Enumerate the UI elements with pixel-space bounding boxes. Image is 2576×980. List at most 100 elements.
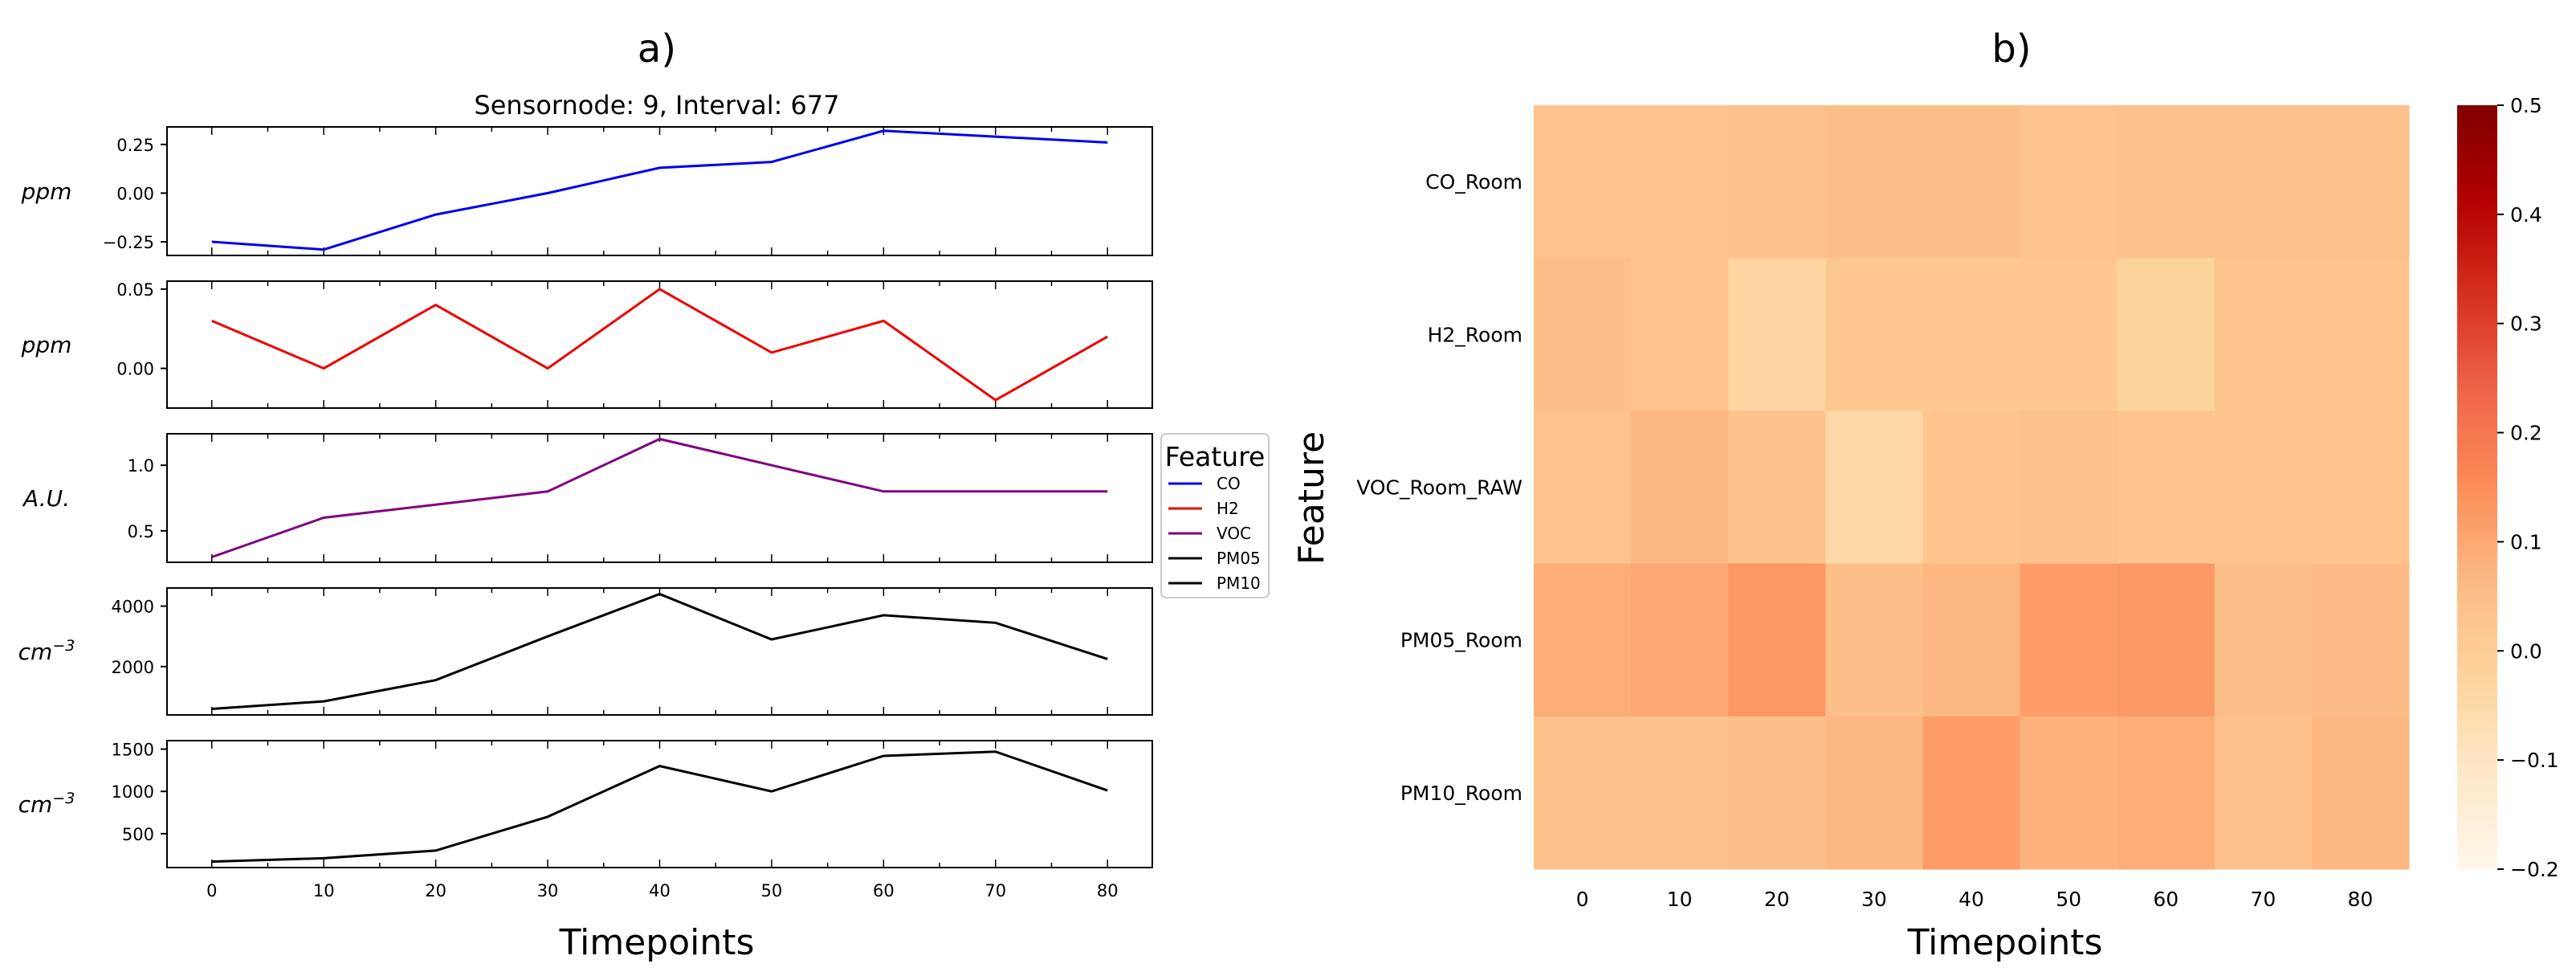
y-axis-label: ppm xyxy=(21,332,72,358)
heatmap-cell xyxy=(1728,258,1826,411)
heatmap-row-label: CO_Room xyxy=(1425,170,1522,194)
legend-title: Feature xyxy=(1165,441,1266,472)
heatmap-cell xyxy=(1728,716,1826,870)
heatmap-cell xyxy=(2311,410,2410,565)
series-line-h2 xyxy=(211,288,1108,402)
subplot-pm10: 500 1000 1500 cm−3 0 10 20 30 40 50 60 70 80 xyxy=(18,740,1153,900)
heatmap-col-label: 80 xyxy=(2348,888,2374,911)
x-tick-label: 0 xyxy=(206,881,217,900)
legend-entry: PM05 xyxy=(1168,549,1261,568)
heatmap-cell xyxy=(2117,716,2215,870)
heatmap-col-label: 10 xyxy=(1667,888,1693,911)
legend: Feature CO H2 VOC PM05 PM10 xyxy=(1160,433,1270,598)
subplot-frame xyxy=(166,740,1153,868)
heatmap-cell xyxy=(1825,258,1923,411)
heatmap-cell xyxy=(2020,563,2118,717)
heatmap-row-label: PM10_Room xyxy=(1400,782,1522,805)
colorbar-tick-label: −0.2 xyxy=(2510,858,2559,881)
x-tick-label: 60 xyxy=(873,881,895,900)
panel-a-line-charts: −0.250.000.25ppm0.000.05ppm0.51.0A.U.200… xyxy=(18,126,1153,900)
colorbar-tick-label: 0.1 xyxy=(2510,530,2542,553)
x-tick-label: 70 xyxy=(984,881,1006,900)
subplot-frame xyxy=(166,280,1153,409)
series-line-co xyxy=(211,129,1108,251)
panel-b-label: b) xyxy=(1991,27,2031,71)
heatmap-cell xyxy=(2020,716,2118,870)
heatmap-cell xyxy=(1631,410,1729,565)
heatmap-cell xyxy=(1922,410,2021,565)
heatmap-col-label: 60 xyxy=(2153,888,2179,911)
series-line-voc xyxy=(211,437,1108,558)
heatmap-cell xyxy=(2214,258,2313,411)
heatmap-col-label: 20 xyxy=(1764,888,1790,911)
x-tick-label: 40 xyxy=(649,881,670,900)
heatmap-row-label: VOC_Room_RAW xyxy=(1356,476,1522,500)
colorbar: −0.2 −0.1 0.0 0.1 0.2 0.3 0.4 0.5 xyxy=(2457,94,2559,881)
y-tick-label: 0.00 xyxy=(116,184,154,203)
panel-b-x-axis-label: Timepoints xyxy=(1907,922,2103,963)
colorbar-gradient xyxy=(2457,105,2497,869)
x-tick-label: 20 xyxy=(425,881,446,900)
legend-label: PM10 xyxy=(1217,574,1261,593)
subplot-pm05: 2000 4000 cm−3 xyxy=(18,587,1153,716)
heatmap-cell xyxy=(1631,258,1729,411)
x-tick-label: 80 xyxy=(1097,881,1119,900)
x-tick-label: 10 xyxy=(313,881,335,900)
y-tick-label: 1000 xyxy=(112,782,154,802)
heatmap-cell xyxy=(1825,410,1923,565)
y-tick-label: 4000 xyxy=(112,598,154,617)
heatmap-cell xyxy=(2020,258,2118,411)
legend-entry: CO xyxy=(1168,474,1241,493)
heatmap-col-label: 0 xyxy=(1576,888,1589,911)
colorbar-tick-label: 0.3 xyxy=(2510,312,2542,336)
colorbar-tick-label: 0.4 xyxy=(2510,203,2542,227)
x-tick-label: 50 xyxy=(761,881,783,900)
colorbar-tick-label: 0.2 xyxy=(2510,422,2542,445)
heatmap-cell xyxy=(2214,716,2313,870)
y-tick-label: 0.25 xyxy=(116,136,154,155)
heatmap-cell xyxy=(1631,563,1729,717)
subplot-co: −0.25 0.00 0.25 ppm xyxy=(21,126,1153,256)
legend-entry: VOC xyxy=(1168,524,1251,543)
legend-label: PM05 xyxy=(1217,549,1261,568)
colorbar-tick-label: 0.0 xyxy=(2510,639,2542,663)
colorbar-tick-label: 0.5 xyxy=(2510,94,2542,117)
y-tick-label: 1.0 xyxy=(128,456,154,476)
subplot-frame xyxy=(166,587,1153,716)
y-axis-label-superscript: −3 xyxy=(52,637,75,655)
y-tick-label: −0.25 xyxy=(103,233,154,252)
legend-label: CO xyxy=(1217,474,1241,493)
y-axis-label: ppm xyxy=(21,178,72,205)
heatmap-cell xyxy=(1534,716,1632,870)
heatmap-cell xyxy=(1922,105,2021,259)
subplot-h2: 0.00 0.05 ppm xyxy=(21,280,1153,409)
y-tick-label: 0.05 xyxy=(116,280,154,300)
subplot-frame xyxy=(166,126,1153,256)
y-axis-label: cm−3 xyxy=(18,637,75,665)
heatmap-row-label: PM05_Room xyxy=(1400,629,1522,652)
legend-label: H2 xyxy=(1217,499,1239,518)
heatmap-col-label: 70 xyxy=(2250,888,2276,911)
heatmap-cell xyxy=(1922,563,2021,717)
heatmap-cell xyxy=(1728,410,1826,565)
chart-title: Sensornode: 9, Interval: 677 xyxy=(474,90,839,120)
heatmap-cell xyxy=(2311,716,2410,870)
heatmap-cell xyxy=(1728,563,1826,717)
panel-a-x-axis-label: Timepoints xyxy=(559,922,755,963)
heatmap-cell xyxy=(2214,410,2313,565)
y-axis-label: cm−3 xyxy=(18,790,75,818)
heatmap-cell xyxy=(2117,563,2215,717)
heatmap-cell xyxy=(2117,258,2215,411)
heatmap-cell xyxy=(1534,258,1632,411)
heatmap-col-label: 30 xyxy=(1861,888,1887,911)
legend-entry: H2 xyxy=(1168,499,1239,518)
y-tick-label: 0.5 xyxy=(128,522,154,541)
heatmap-cell xyxy=(2311,258,2410,411)
heatmap-col-label: 40 xyxy=(1958,888,1984,911)
heatmap-cell xyxy=(2117,410,2215,565)
heatmap-row-label: H2_Room xyxy=(1428,323,1522,346)
series-line-pm10 xyxy=(211,750,1108,864)
heatmap-cell xyxy=(2214,105,2313,259)
panel-b-y-axis-label: Feature xyxy=(1291,431,1332,565)
